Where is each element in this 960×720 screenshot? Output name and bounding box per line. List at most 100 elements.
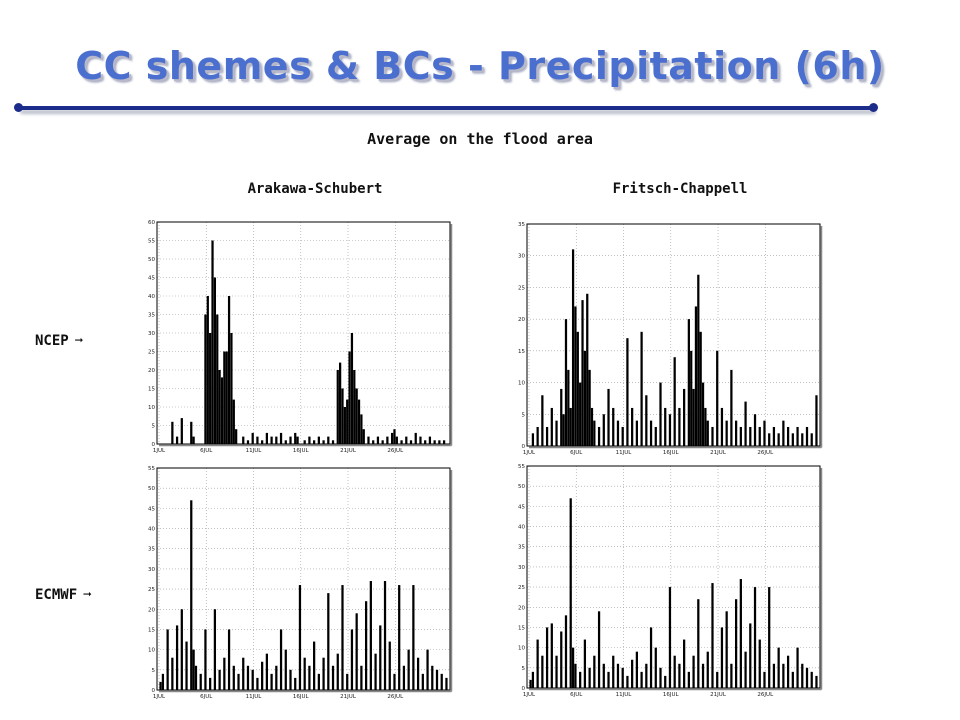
- precip-bar: [242, 436, 245, 444]
- precip-bar: [786, 655, 790, 688]
- precip-bar: [640, 331, 643, 446]
- precip-bar: [331, 440, 335, 444]
- plot-area: [157, 468, 450, 690]
- precip-bar: [744, 651, 747, 688]
- precip-bar: [571, 647, 575, 688]
- row-label-ncep-text: NCEP: [35, 333, 69, 349]
- precip-bar: [298, 585, 302, 690]
- precip-bar: [654, 426, 657, 446]
- y-tick-label: 20: [518, 317, 525, 323]
- precip-bar: [697, 274, 700, 446]
- precip-bar: [400, 440, 403, 444]
- precip-bar: [322, 440, 325, 444]
- y-tick-label: 5: [152, 424, 156, 430]
- precip-bar: [327, 436, 330, 444]
- precip-bar: [284, 440, 287, 444]
- precip-bar: [289, 436, 292, 444]
- precip-bar: [192, 649, 195, 690]
- y-tick-label: 30: [518, 565, 525, 571]
- precip-bar: [545, 627, 549, 688]
- precip-bar: [416, 657, 420, 690]
- precip-bar: [550, 407, 553, 446]
- precip-bar: [701, 663, 705, 688]
- y-tick-label: 5: [522, 412, 526, 418]
- precip-bar: [631, 659, 634, 688]
- precip-bar: [237, 673, 240, 690]
- precip-bar: [550, 623, 553, 688]
- precip-bar: [251, 669, 254, 690]
- precip-bar: [190, 421, 193, 444]
- precip-bar: [161, 673, 165, 690]
- precip-bar: [699, 331, 702, 446]
- row-label-ecmwf-text: ECMWF: [35, 587, 78, 603]
- precip-bar: [431, 665, 434, 690]
- precip-bar: [621, 426, 624, 446]
- precip-bar: [213, 277, 217, 444]
- precip-bar: [185, 641, 188, 690]
- precip-bar: [383, 581, 387, 690]
- precip-bar: [564, 319, 568, 446]
- precip-bar: [230, 333, 233, 444]
- precip-bar: [581, 300, 584, 446]
- y-tick-label: 55: [518, 464, 525, 470]
- precip-bar: [612, 407, 615, 446]
- precip-bar: [531, 671, 535, 688]
- precip-bar: [673, 357, 676, 446]
- precip-bar: [725, 611, 728, 688]
- y-tick-label: 50: [148, 257, 155, 263]
- precip-bar: [616, 420, 620, 446]
- precip-bar: [711, 583, 714, 688]
- precip-bar: [218, 370, 221, 444]
- precip-bar: [331, 665, 335, 690]
- precip-bar: [256, 436, 259, 444]
- row-label-ncep: NCEP ➞: [35, 333, 83, 349]
- x-tick-label: 1JUL: [523, 692, 536, 698]
- y-tick-label: 55: [148, 466, 155, 472]
- precip-bar: [308, 665, 311, 690]
- precip-bar: [407, 649, 410, 690]
- precip-bar: [678, 407, 681, 446]
- y-tick-label: 5: [152, 668, 156, 674]
- precip-bar: [668, 587, 672, 688]
- precip-bar: [360, 665, 363, 690]
- precip-bar: [374, 653, 377, 690]
- precip-bar: [390, 432, 394, 444]
- precip-bar: [704, 407, 707, 446]
- precip-bar: [569, 407, 572, 446]
- precip-bar: [346, 673, 349, 690]
- x-tick-label: 16JUL: [293, 448, 310, 454]
- precip-bar: [768, 587, 771, 688]
- precip-bar: [758, 639, 761, 688]
- y-tick-label: 0: [522, 444, 526, 450]
- precip-bar: [180, 609, 183, 690]
- precip-bar: [388, 641, 391, 690]
- precip-bar: [256, 677, 259, 690]
- precip-bar: [777, 433, 780, 446]
- precip-bar: [346, 399, 349, 444]
- precip-bar: [265, 653, 268, 690]
- column-label-fritsch: Fritsch-Chappell: [612, 181, 748, 197]
- y-tick-label: 50: [148, 486, 155, 492]
- precip-bar: [645, 663, 648, 688]
- precip-bar: [588, 369, 591, 446]
- title-rule: [14, 103, 878, 112]
- precip-bar: [435, 669, 439, 690]
- precip-bar: [270, 436, 273, 444]
- y-tick-label: 35: [148, 313, 155, 319]
- y-tick-label: 10: [148, 648, 155, 654]
- precip-bar: [199, 673, 202, 690]
- precip-bar: [296, 436, 299, 444]
- x-tick-label: 26JUL: [757, 450, 774, 456]
- y-tick-label: 20: [148, 607, 155, 613]
- precip-bar: [801, 663, 804, 688]
- precip-bar: [336, 653, 339, 690]
- x-tick-label: 21JUL: [340, 448, 357, 454]
- x-tick-label: 1JUL: [153, 694, 166, 700]
- precip-bar: [294, 432, 297, 444]
- x-tick-label: 26JUL: [387, 448, 404, 454]
- precip-bar: [204, 629, 207, 690]
- precip-bar: [631, 407, 634, 446]
- precip-bar: [357, 399, 361, 444]
- precip-bar: [227, 296, 231, 444]
- precip-bar: [317, 673, 320, 690]
